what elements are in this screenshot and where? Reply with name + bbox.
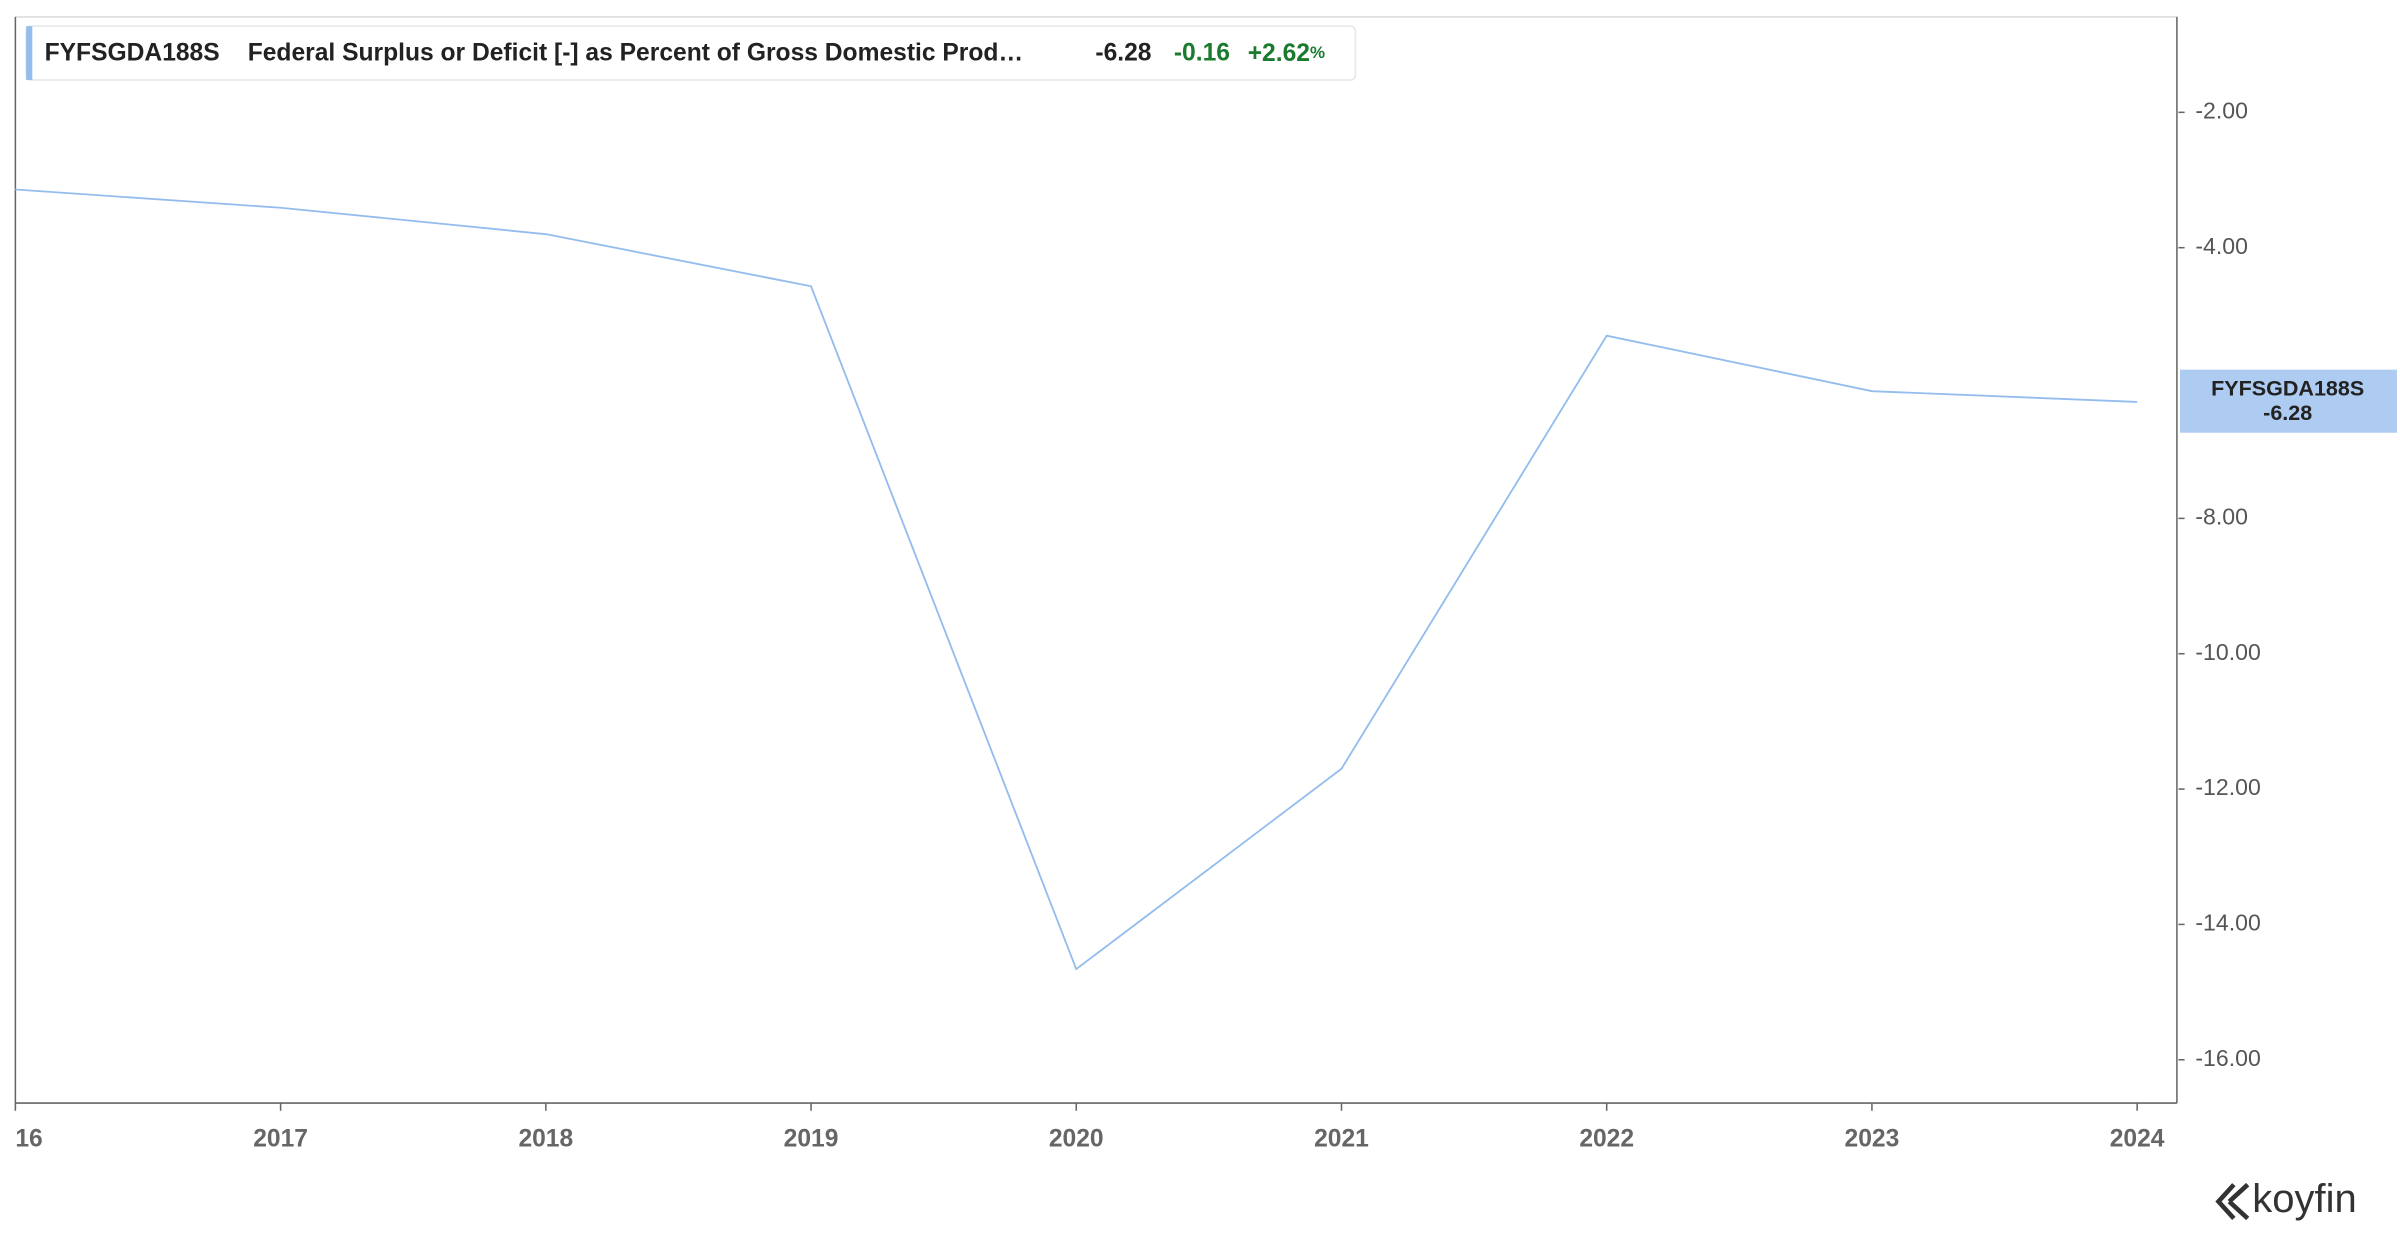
legend-header[interactable]: FYFSGDA188S Federal Surplus or Deficit [… xyxy=(25,25,1357,81)
last-value-badge xyxy=(2180,369,2397,433)
x-tick-label: 2022 xyxy=(1579,1125,1634,1152)
y-tick-label: -4.00 xyxy=(2195,233,2248,259)
x-tick-label: 2019 xyxy=(784,1125,839,1152)
badge-value: -6.28 xyxy=(2263,401,2312,425)
series-title: Federal Surplus or Deficit [-] as Percen… xyxy=(248,39,1023,66)
x-tick-label: 2023 xyxy=(1845,1125,1900,1152)
change-pct-value: +2.62 xyxy=(1248,39,1310,66)
y-tick-label: -8.00 xyxy=(2195,503,2248,529)
logo-icon xyxy=(2215,1182,2250,1221)
y-tick-label: -10.00 xyxy=(2195,639,2260,665)
last-value: -6.28 xyxy=(1095,39,1151,66)
change-pct: +2.62% xyxy=(1248,39,1325,66)
x-tick-label: 16 xyxy=(15,1125,42,1152)
logo-text: koyfin xyxy=(2252,1177,2357,1221)
x-tick-label: 2020 xyxy=(1049,1125,1104,1152)
x-tick-label: 2018 xyxy=(518,1125,573,1152)
x-tick-label: 2024 xyxy=(2110,1125,2165,1152)
pct-sign: % xyxy=(1310,43,1325,62)
logo: koyfin xyxy=(2215,1177,2357,1221)
badge-name: FYFSGDA188S xyxy=(2211,376,2364,400)
ticker: FYFSGDA188S xyxy=(45,39,220,66)
y-tick-label: -2.00 xyxy=(2195,97,2248,123)
y-tick-label: -12.00 xyxy=(2195,774,2260,800)
series-line xyxy=(15,188,2138,971)
y-tick-label: -16.00 xyxy=(2195,1045,2260,1071)
x-tick-label: 2021 xyxy=(1314,1125,1369,1152)
header-color-bar xyxy=(26,26,33,80)
plot-area xyxy=(14,16,2178,1104)
x-tick-label: 2017 xyxy=(253,1125,308,1152)
change: -0.16 xyxy=(1174,39,1230,66)
y-tick-label: -14.00 xyxy=(2195,910,2260,936)
